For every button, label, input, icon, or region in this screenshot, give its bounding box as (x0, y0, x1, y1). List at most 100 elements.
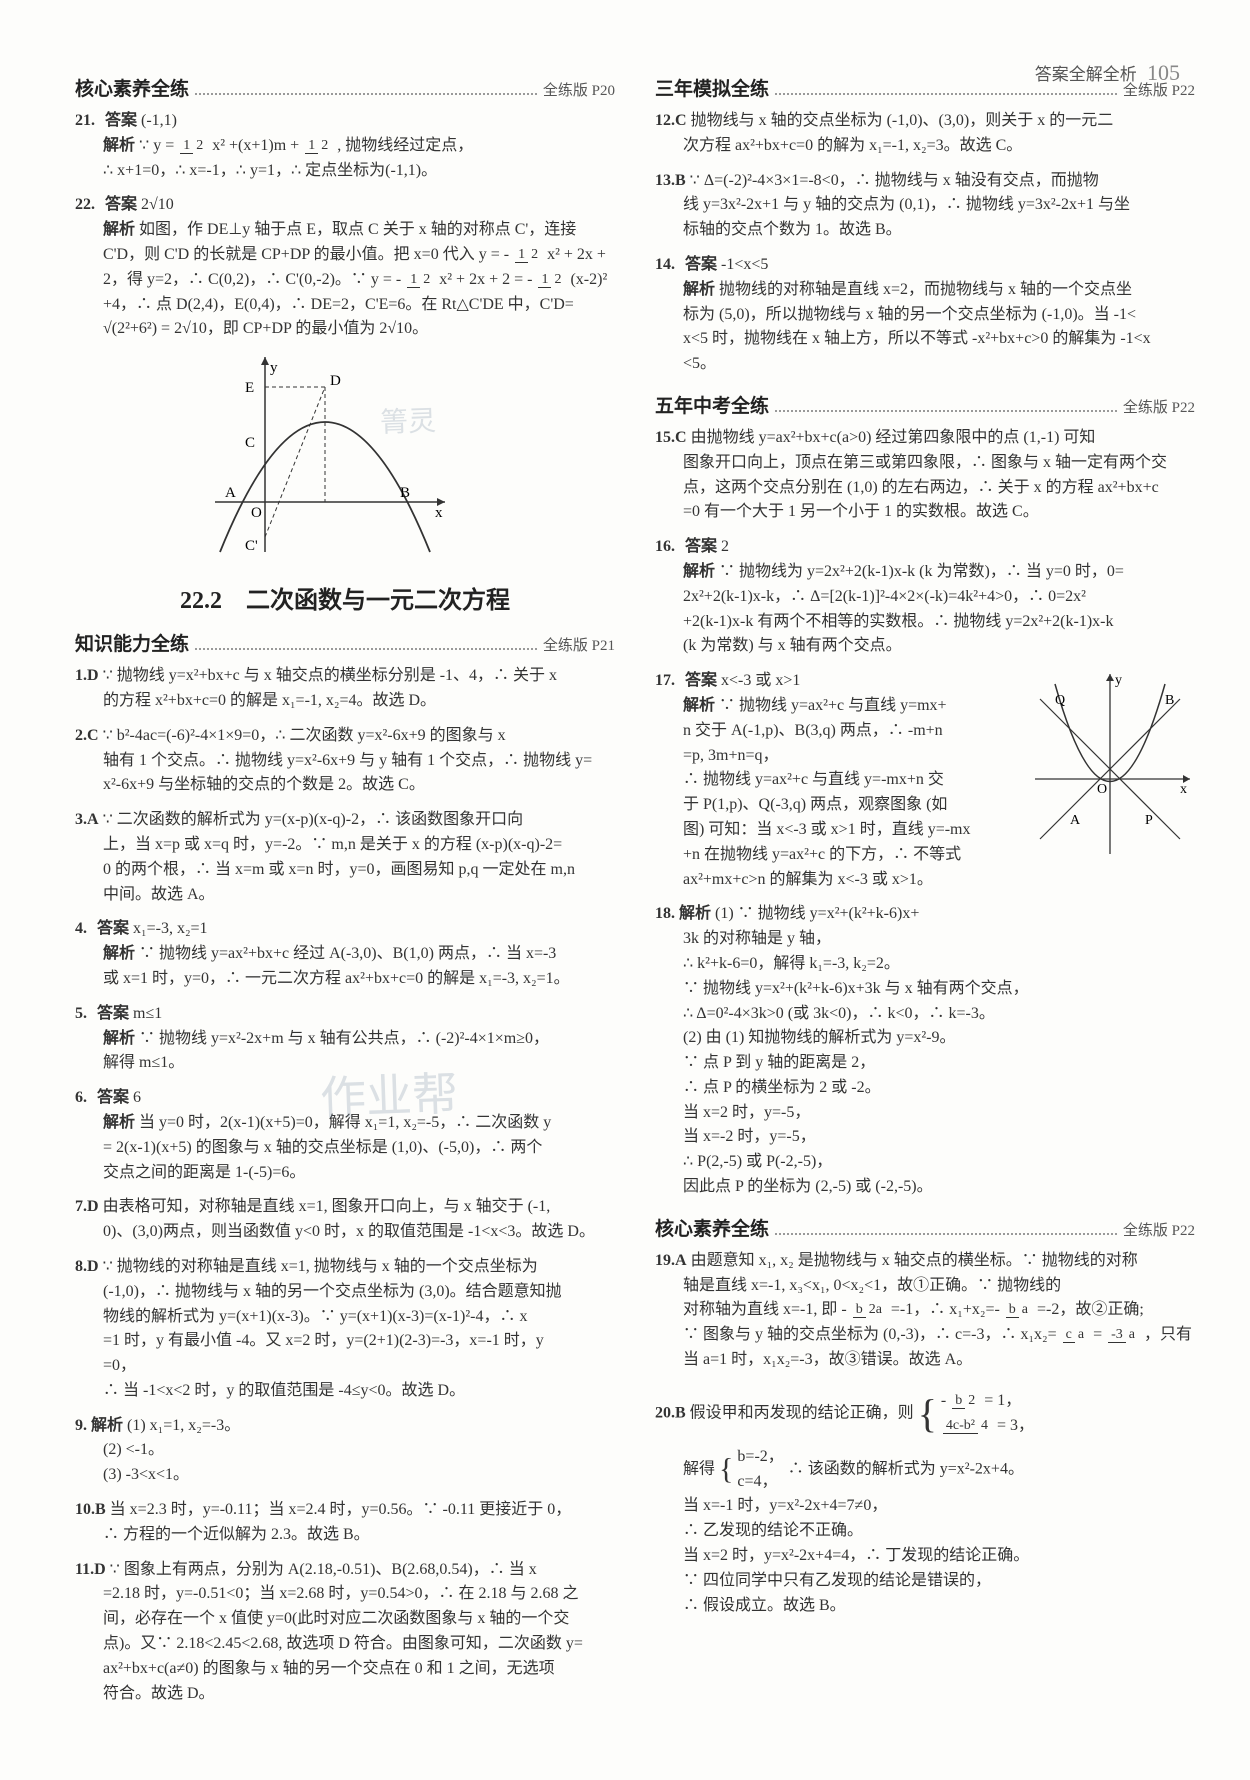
dots (195, 648, 537, 650)
text: C'D，则 C'D 的长就是 CP+DP 的最小值。把 x=0 代入 y = - (103, 246, 509, 263)
frac-top: 1 (538, 272, 551, 288)
answer-label: 答案 (685, 538, 717, 555)
text: 假设甲和丙发现的结论正确，则 (690, 1405, 914, 1422)
expl-label: 解析 (91, 1417, 123, 1434)
chapter-title: 22.2 二次函数与一元二次方程 (75, 580, 615, 615)
text: ∵ 抛物线 y=x²+bx+c 与 x 轴交点的横坐标分别是 -1、4，∴ 关于… (103, 667, 557, 684)
axis-x-label: x (435, 505, 443, 521)
text: 对称轴为直线 x=-1, 即 - (683, 1301, 847, 1318)
text: 2，得 y=2，∴ C(0,2)，∴ C'(0,-2)。∵ y = - (103, 271, 401, 288)
item-num: 4. (75, 920, 87, 937)
text: 当 x=-1 时，y=x²-2x+4=7≠0， (683, 1494, 1195, 1519)
text: (2) <-1。 (103, 1438, 615, 1463)
answer: x₁=-3, x₂=1 (133, 920, 208, 937)
item-num: 18. (655, 905, 675, 922)
text: =0 有一个大于 1 另一个小于 1 的实数根。故选 C。 (683, 500, 1195, 525)
text: 中间。故选 A。 (103, 883, 615, 908)
text: 当 x=2 时，y=x²-2x+4=4，∴ 丁发现的结论正确。 (683, 1544, 1195, 1569)
text: 线 y=3x²-2x+1 与 y 轴的交点为 (0,1)，∴ 抛物线 y=3x²… (683, 193, 1195, 218)
text: ∵ b²-4ac=(-6)²-4×1×9=0，∴ 二次函数 y=x²-6x+9 … (103, 727, 506, 744)
parabola-graph: y E D C A O B x C' (195, 352, 455, 562)
item-16: 16. 答案 2 解析 ∵ 抛物线为 y=2x²+2(k-1)x-k (k 为常… (655, 535, 1195, 659)
item-20: 20.B 假设甲和丙发现的结论正确，则 { - b2 = 1， 4c-b²4 =… (655, 1383, 1195, 1619)
text: 符合。故选 D。 (103, 1682, 615, 1707)
item-2: 2.C ∵ b²-4ac=(-6)²-4×1×9=0，∴ 二次函数 y=x²-6… (75, 724, 615, 798)
section-ref: 全练版 P22 (1123, 1219, 1195, 1240)
text: 当 a=1 时，x₁x₂=-3，故③错误。故选 A。 (683, 1348, 1195, 1373)
frac-bot: a (1126, 1327, 1138, 1342)
text: (k 为常数) 与 x 轴有两个交点。 (683, 634, 1195, 659)
text: x<5 时，抛物线在 x 轴上方，所以不等式 -x²+bx+c>0 的解集为 -… (683, 327, 1195, 352)
item-19: 19.A 由题意知 x₁, x₂ 是抛物线与 x 轴交点的横坐标。∵ 抛物线的对… (655, 1249, 1195, 1373)
item-num: 20.B (655, 1405, 686, 1422)
axis-x: x (1180, 782, 1187, 797)
header-label: 答案全解全析 (1035, 65, 1137, 84)
text: 或 x=1 时，y=0，∴ 一元二次方程 ax²+bx+c=0 的解是 x₁=-… (103, 967, 615, 992)
item-3: 3.A ∵ 二次函数的解析式为 y=(x-p)(x-q)-2，∴ 该函数图象开口… (75, 808, 615, 907)
point-Q: Q (1055, 693, 1065, 708)
text: +4，∴ 点 D(2,4)，E(0,4)，∴ DE=2，C'E=6。在 Rt△C… (103, 293, 615, 318)
item-num: 15.C (655, 429, 687, 446)
text: = (1093, 1326, 1102, 1343)
answer: 2 (721, 538, 729, 555)
left-column: 核心素养全练 全练版 P20 21. 答案 (-1,1) 解析 ∵ y = 12… (75, 60, 615, 1716)
frac-bot: 2 (193, 138, 206, 153)
answer-label: 答案 (685, 672, 717, 689)
frac-bot: 2a (866, 1302, 885, 1317)
text: (x-2)² (570, 271, 607, 288)
item-num: 22. (75, 196, 95, 213)
text: x² + 2x + (547, 246, 606, 263)
item-num: 8.D (75, 1258, 99, 1275)
item-num: 14. (655, 256, 675, 273)
text: 图象开口向上，顶点在第三或第四象限，∴ 图象与 x 轴一定有两个交 (683, 451, 1195, 476)
expl-label: 解析 (103, 221, 135, 238)
section-title: 核心素养全练 (75, 74, 189, 101)
expl-label: 解析 (103, 1114, 135, 1131)
text: 当 x=2 时，y=-5， (683, 1101, 1195, 1126)
text: +2(k-1)x-k 有两个不相等的实数根。∴ 抛物线 y=2x²+2(k-1)… (683, 610, 1195, 635)
text: =0， (103, 1354, 615, 1379)
item-11: 11.D ∵ 图象上有两点，分别为 A(2.18,-0.51)、B(2.68,0… (75, 1558, 615, 1707)
text: = 3， (997, 1417, 1034, 1434)
answer: -1<x<5 (721, 256, 768, 273)
page-number: 105 (1147, 60, 1180, 85)
text: 间，必存在一个 x 值使 y=0(此时对应二次函数图象与 x 轴的一个交 (103, 1607, 615, 1632)
item-num: 9. (75, 1417, 87, 1434)
text: 次方程 ax²+bx+c=0 的解为 x₁=-1, x₂=3。故选 C。 (683, 134, 1195, 159)
answer: m≤1 (133, 1005, 162, 1022)
text: ∵ 图象与 y 轴的交点坐标为 (0,-3)，∴ c=-3，∴ x₁x₂= (683, 1326, 1057, 1343)
section-ref: 全练版 P22 (1123, 396, 1195, 417)
text: ∴ 该函数的解析式为 y=x²-2x+4。 (788, 1460, 1024, 1477)
text: ax²+mx+c>n 的解集为 x<-3 或 x>1。 (683, 868, 1195, 893)
point-C: C (245, 435, 255, 451)
text: ax²+bx+c(a≠0) 的图象与 x 轴的另一个交点在 0 和 1 之间，无… (103, 1657, 615, 1682)
text: =-2，故②正确; (1037, 1301, 1144, 1318)
frac-bot: 2 (420, 272, 433, 287)
frac-bot: 2 (318, 138, 331, 153)
answer: (-1,1) (141, 112, 177, 129)
text: ∵ y = (139, 137, 174, 154)
text: ∴ Δ=0²-4×3k>0 (或 3k<0)，∴ k<0，∴ k=-3。 (683, 1002, 1195, 1027)
text: 由题意知 x₁, x₂ 是抛物线与 x 轴交点的横坐标。∵ 抛物线的对称 (691, 1252, 1138, 1269)
frac-bot: a (1019, 1302, 1031, 1317)
origin-O: O (1097, 782, 1107, 797)
frac-top: c (1063, 1327, 1075, 1343)
point-E: E (245, 380, 254, 396)
frac-bot: 4 (978, 1418, 991, 1433)
frac-top: b (1006, 1302, 1019, 1318)
point-A: A (1070, 813, 1081, 828)
answer-label: 答案 (97, 1089, 129, 1106)
item-10: 10.B 当 x=2.3 时，y=-0.11；当 x=2.4 时，y=0.56。… (75, 1498, 615, 1548)
section-title: 知识能力全练 (75, 629, 189, 656)
text: 点，这两个交点分别在 (1,0) 的左右两边，∴ 关于 x 的方程 ax²+bx… (683, 476, 1195, 501)
expl-label: 解析 (683, 281, 715, 298)
frac-top: 1 (515, 247, 528, 263)
text: 因此点 P 的坐标为 (2,-5) 或 (-2,-5)。 (683, 1175, 1195, 1200)
text: √(2²+6²) = 2√10，即 CP+DP 的最小值为 2√10。 (103, 317, 615, 342)
text: 2x²+2(k-1)x-k，∴ Δ=[2(k-1)]²-4×2×(-k)=4k²… (683, 585, 1195, 610)
axis-y-label: y (270, 360, 278, 376)
text: 上，当 x=p 或 x=q 时，y=-2。∵ m,n 是关于 x 的方程 (x-… (103, 833, 615, 858)
text: 标为 (5,0)，所以抛物线与 x 轴的另一个交点坐标为 (-1,0)。当 -1… (683, 303, 1195, 328)
text: 点)。又∵ 2.18<2.45<2.68, 故选项 D 符合。由图象可知，二次函… (103, 1632, 615, 1657)
text: 0)、(3,0)两点，则当函数值 y<0 时，x 的取值范围是 -1<x<3。故… (103, 1220, 615, 1245)
